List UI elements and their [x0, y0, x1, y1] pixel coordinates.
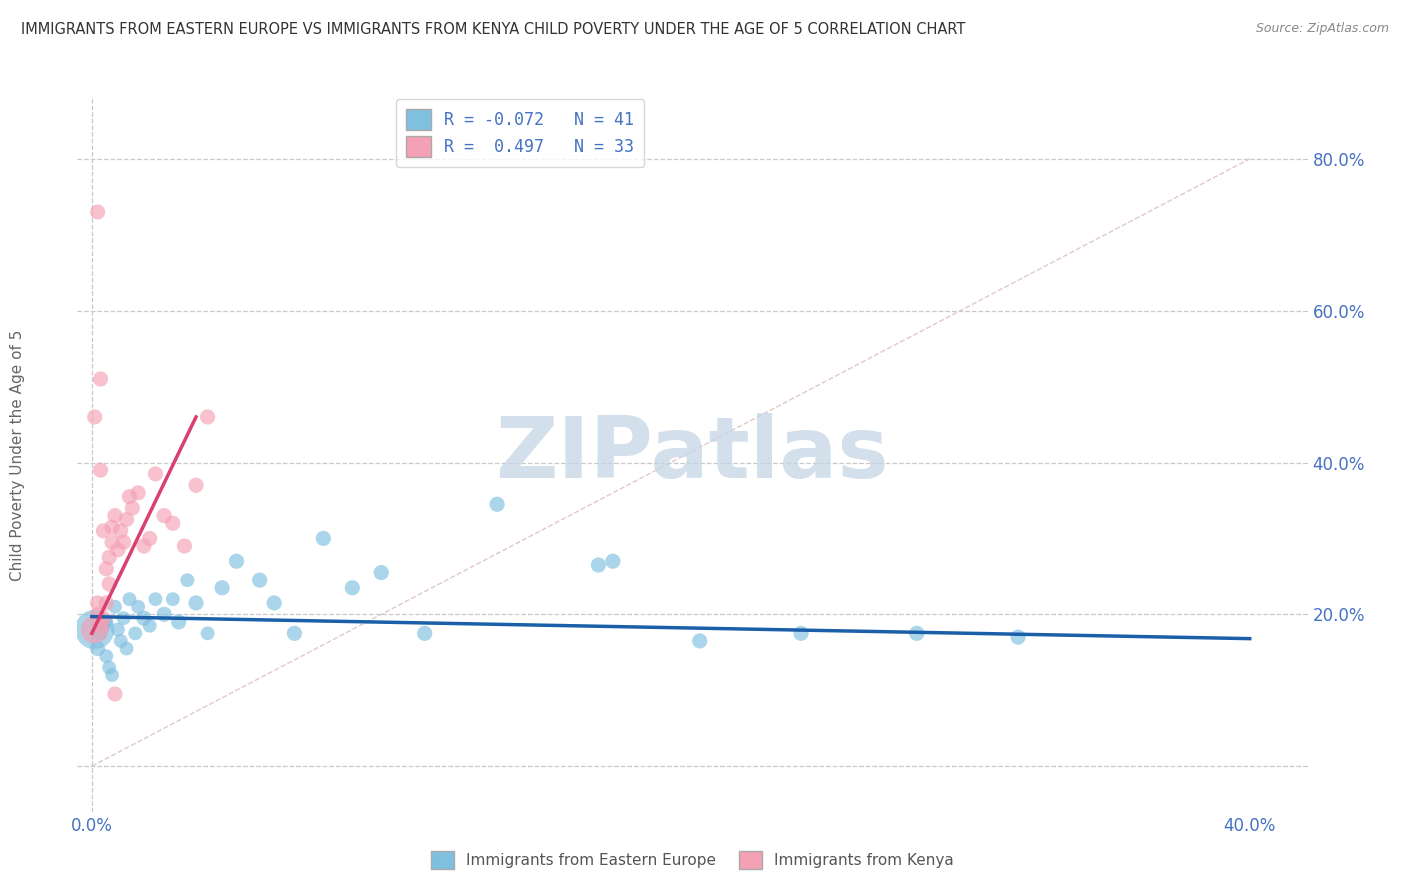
- Point: [104, 687, 127, 701]
- Point: [89, 618, 111, 632]
- Point: [118, 490, 141, 504]
- Text: Source: ZipAtlas.com: Source: ZipAtlas.com: [1256, 22, 1389, 36]
- Point: [283, 626, 305, 640]
- Point: [96, 596, 118, 610]
- Point: [162, 516, 184, 531]
- Point: [89, 372, 111, 386]
- Point: [96, 562, 118, 576]
- Point: [689, 634, 711, 648]
- Point: [211, 581, 233, 595]
- Point: [98, 577, 121, 591]
- Point: [96, 615, 118, 629]
- Point: [263, 596, 285, 610]
- Point: [104, 599, 127, 614]
- Point: [104, 508, 127, 523]
- Point: [132, 539, 155, 553]
- Point: [89, 463, 111, 477]
- Point: [197, 409, 219, 424]
- Point: [184, 478, 207, 492]
- Point: [98, 550, 121, 565]
- Point: [93, 611, 115, 625]
- Point: [145, 592, 167, 607]
- Point: [115, 512, 138, 526]
- Point: [602, 554, 624, 568]
- Point: [486, 497, 509, 511]
- Point: [101, 520, 124, 534]
- Point: [138, 532, 160, 546]
- Point: [107, 542, 129, 557]
- Point: [132, 611, 155, 625]
- Point: [173, 539, 195, 553]
- Point: [101, 535, 124, 549]
- Y-axis label: Child Poverty Under the Age of 5: Child Poverty Under the Age of 5: [10, 329, 24, 581]
- Point: [83, 623, 105, 637]
- Point: [342, 581, 364, 595]
- Point: [790, 626, 813, 640]
- Point: [107, 623, 129, 637]
- Point: [197, 626, 219, 640]
- Point: [225, 554, 247, 568]
- Point: [110, 634, 132, 648]
- Point: [138, 618, 160, 632]
- Point: [1007, 630, 1029, 644]
- Point: [86, 607, 108, 622]
- Point: [86, 205, 108, 219]
- Point: [93, 618, 115, 632]
- Point: [162, 592, 184, 607]
- Point: [176, 573, 198, 587]
- Text: ZIPatlas: ZIPatlas: [495, 413, 890, 497]
- Point: [115, 641, 138, 656]
- Point: [905, 626, 928, 640]
- Point: [89, 626, 111, 640]
- Point: [101, 668, 124, 682]
- Point: [588, 558, 610, 572]
- Point: [312, 532, 335, 546]
- Point: [112, 535, 135, 549]
- Point: [93, 524, 115, 538]
- Point: [184, 596, 207, 610]
- Point: [96, 649, 118, 664]
- Point: [370, 566, 392, 580]
- Point: [124, 626, 146, 640]
- Legend: Immigrants from Eastern Europe, Immigrants from Kenya: Immigrants from Eastern Europe, Immigran…: [425, 845, 960, 875]
- Point: [121, 501, 143, 516]
- Point: [413, 626, 436, 640]
- Point: [118, 592, 141, 607]
- Point: [86, 596, 108, 610]
- Point: [153, 508, 176, 523]
- Point: [127, 599, 149, 614]
- Point: [153, 607, 176, 622]
- Point: [167, 615, 190, 629]
- Point: [83, 623, 105, 637]
- Text: IMMIGRANTS FROM EASTERN EUROPE VS IMMIGRANTS FROM KENYA CHILD POVERTY UNDER THE : IMMIGRANTS FROM EASTERN EUROPE VS IMMIGR…: [21, 22, 966, 37]
- Point: [83, 409, 105, 424]
- Point: [110, 524, 132, 538]
- Point: [112, 611, 135, 625]
- Point: [86, 641, 108, 656]
- Point: [145, 467, 167, 481]
- Point: [127, 486, 149, 500]
- Point: [98, 660, 121, 674]
- Point: [249, 573, 271, 587]
